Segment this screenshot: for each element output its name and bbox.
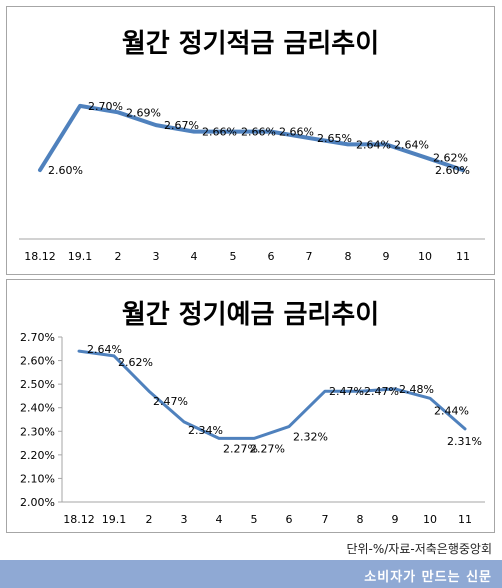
deposit-data-label: 2.47%	[329, 385, 364, 398]
deposit-x-tick-label: 18.12	[63, 513, 95, 526]
deposit-y-tick-label: 2.50%	[20, 378, 55, 391]
deposit-data-label: 2.44%	[434, 404, 469, 417]
deposit-x-tick-label: 6	[286, 513, 293, 526]
deposit-data-label: 2.34%	[188, 424, 223, 437]
deposit-x-tick-label: 11	[458, 513, 472, 526]
savings-chart-panel: 월간 정기적금 금리추이 2.60% 2.70% 2.69% 2.67% 2.66% 2.…	[6, 6, 495, 275]
deposit-x-tick-label: 10	[423, 513, 437, 526]
savings-x-tick-label: 5	[230, 250, 237, 263]
deposit-chart-panel: 월간 정기예금 금리추이 2.00% 2.10% 2.20% 2.30% 2.40% 2.…	[6, 279, 495, 533]
deposit-data-label: 2.32%	[293, 431, 328, 444]
savings-data-label: 2.62%	[433, 151, 468, 164]
deposit-y-tick-label: 2.70%	[20, 331, 55, 344]
deposit-x-tick-label: 19.1	[102, 513, 127, 526]
savings-x-tick-label: 18.12	[24, 250, 56, 263]
savings-data-label: 2.70%	[88, 100, 123, 113]
deposit-data-label: 2.62%	[118, 356, 153, 369]
deposit-data-label: 2.47%	[153, 395, 188, 408]
savings-line-chart: 2.60%2.70% 2.69%2.67% 2.66% 2.66% 2.66% 2.65%…	[19, 100, 485, 263]
deposit-chart-title: 월간 정기예금 금리추이	[121, 300, 380, 330]
deposit-data-label: 2.27%	[223, 442, 258, 455]
savings-x-tick-label: 11	[456, 250, 470, 263]
deposit-data-label: 2.27%	[250, 442, 285, 455]
savings-x-tick-label: 6	[268, 250, 275, 263]
deposit-x-tick-label: 3	[181, 513, 188, 526]
deposit-y-tick-label: 2.20%	[20, 449, 55, 462]
savings-series-line	[38, 103, 465, 173]
deposit-data-label: 2.64%	[87, 343, 122, 356]
savings-data-label: 2.65%	[317, 132, 352, 145]
footer-text: 소비자가 만드는 신문	[364, 570, 492, 585]
deposit-x-tick-label: 8	[357, 513, 364, 526]
deposit-x-tick-label: 4	[216, 513, 223, 526]
deposit-series-line	[77, 349, 467, 440]
savings-data-label: 2.67%	[164, 119, 199, 132]
savings-x-tick-label: 8	[345, 250, 352, 263]
savings-chart-title: 월간 정기적금 금리추이	[121, 29, 380, 59]
savings-data-label: 2.66%	[202, 126, 237, 139]
savings-data-label: 2.60%	[435, 164, 470, 177]
savings-x-tick-label: 7	[306, 250, 313, 263]
deposit-x-tick-label: 7	[322, 513, 329, 526]
savings-x-tick-label: 19.1	[68, 250, 93, 263]
savings-x-tick-label: 10	[418, 250, 432, 263]
deposit-y-tick-label: 2.10%	[20, 472, 55, 485]
deposit-x-tick-label: 9	[392, 513, 399, 526]
savings-x-tick-label: 4	[191, 250, 198, 263]
savings-data-label: 2.69%	[126, 106, 161, 119]
deposit-line-chart: 2.00% 2.10% 2.20% 2.30% 2.40% 2.50% 2.60% 2.70%…	[20, 331, 485, 526]
savings-x-tick-label: 2	[115, 250, 122, 263]
deposit-data-label: 2.48%	[399, 383, 434, 396]
footer-bar: 소비자가 만드는 신문	[0, 560, 502, 588]
savings-data-label: 2.66%	[241, 126, 276, 139]
savings-data-label: 2.60%	[48, 164, 83, 177]
deposit-x-tick-label: 2	[146, 513, 153, 526]
deposit-x-tick-label: 5	[251, 513, 258, 526]
deposit-y-tick-label: 2.40%	[20, 402, 55, 415]
deposit-data-label: 2.47%	[364, 385, 399, 398]
deposit-y-tick-label: 2.00%	[20, 496, 55, 509]
savings-data-label: 2.66%	[279, 126, 314, 139]
savings-data-label: 2.64%	[394, 138, 429, 151]
deposit-y-tick-label: 2.60%	[20, 355, 55, 368]
deposit-data-label: 2.31%	[447, 435, 482, 448]
deposit-y-tick-label: 2.30%	[20, 425, 55, 438]
source-note: 단위-%/자료-저축은행중앙회	[346, 542, 492, 556]
savings-x-tick-label: 3	[153, 250, 160, 263]
savings-x-tick-label: 9	[383, 250, 390, 263]
savings-data-label: 2.64%	[356, 138, 391, 151]
